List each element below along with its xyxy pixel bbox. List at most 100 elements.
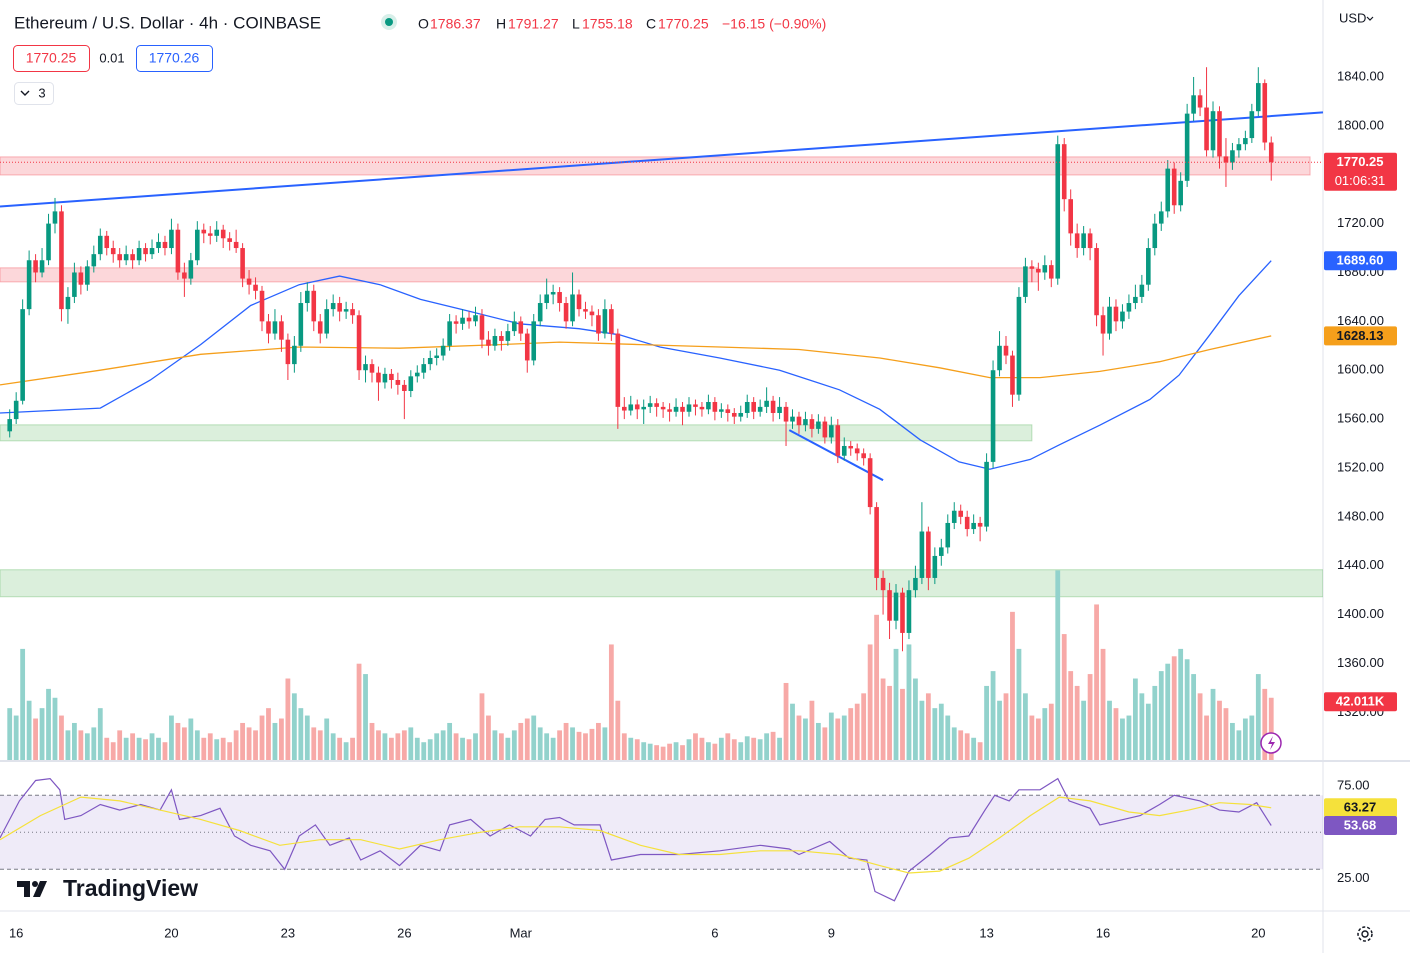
candle-body <box>421 364 427 373</box>
ohlc-letter: O <box>418 16 429 32</box>
volume-bar <box>925 693 931 760</box>
volume-bar <box>822 727 828 760</box>
candle-body <box>537 303 543 322</box>
zone <box>0 156 1311 176</box>
volume-bar <box>951 727 957 760</box>
volume-bar <box>1042 708 1048 760</box>
volume-bar <box>1120 718 1125 760</box>
settings-icon[interactable] <box>1357 926 1373 942</box>
candle-body <box>266 321 271 334</box>
volume-bar <box>751 737 757 760</box>
candle-body <box>91 254 97 267</box>
candle-body <box>473 315 478 322</box>
candle-body <box>59 211 64 310</box>
candle-body <box>1126 303 1132 312</box>
candle-body <box>919 531 925 578</box>
volume-bar <box>1023 693 1028 760</box>
volume-bar <box>169 715 174 760</box>
currency[interactable]: USD <box>1339 10 1366 25</box>
volume-bar <box>39 708 45 760</box>
candle-body <box>1107 306 1112 334</box>
indicators-toggle[interactable] <box>14 82 54 105</box>
ohlc-close: 1770.25 <box>658 16 709 32</box>
volume-bar <box>13 715 19 760</box>
volume-bar <box>7 708 13 760</box>
volume-bar <box>984 685 989 760</box>
candle-body <box>589 311 595 316</box>
settings-icon-core <box>1361 930 1369 938</box>
symbol-title[interactable]: Ethereum / U.S. Dollar · 4h · COINBASE <box>14 13 321 32</box>
candle-body <box>531 321 537 361</box>
volume-bar <box>1268 697 1274 760</box>
volume-bar <box>919 700 925 760</box>
candle-body <box>1074 233 1080 249</box>
candle-body <box>1061 144 1067 200</box>
x-tick-label: Mar <box>510 925 533 940</box>
volume-bar <box>977 742 983 760</box>
volume-bar <box>913 678 918 760</box>
candle-body <box>829 425 834 438</box>
candle-body <box>1197 95 1203 108</box>
volume-bar <box>880 678 886 760</box>
candle-body <box>628 404 634 411</box>
x-tick-label: 6 <box>711 925 718 940</box>
volume-bar <box>686 739 692 760</box>
volume-bar <box>311 727 317 760</box>
candle-body <box>272 321 278 334</box>
volume-bar <box>809 700 815 760</box>
candle-body <box>182 272 187 279</box>
volume-bar <box>220 737 226 760</box>
candle-body <box>7 419 13 432</box>
volume-bar <box>33 718 38 760</box>
candle-body <box>544 294 549 304</box>
candle-body <box>486 339 491 346</box>
volume-bar <box>343 742 349 760</box>
volume-bar <box>861 693 867 760</box>
candle-body <box>660 406 666 410</box>
candle-body <box>932 555 938 578</box>
candle-body <box>343 309 349 312</box>
candle-body <box>337 303 342 312</box>
candle-body <box>744 401 750 413</box>
volume-bar <box>136 737 142 760</box>
candle-body <box>246 278 252 285</box>
candle-body <box>233 241 239 249</box>
volume-bar <box>162 742 168 760</box>
candle-body <box>634 404 640 410</box>
volume-bar <box>770 731 776 760</box>
volume-bar <box>790 703 795 760</box>
sell-button[interactable] <box>13 45 90 72</box>
candle-body <box>408 376 414 391</box>
candle-body <box>939 547 944 556</box>
volume-bar <box>550 737 556 760</box>
candle-body <box>751 401 756 412</box>
ask-price: 1770.26 <box>149 50 200 66</box>
volume-bar <box>453 733 459 760</box>
volume-bar <box>945 715 951 760</box>
candle-body <box>867 458 873 508</box>
candle-body <box>188 260 194 279</box>
volume-bar <box>479 693 485 760</box>
volume-bar <box>285 678 291 760</box>
volume-label-box <box>1324 692 1397 712</box>
candle-body <box>1003 345 1009 356</box>
bid-price: 1770.25 <box>26 50 77 66</box>
candle-body <box>731 412 737 417</box>
candle-body <box>492 336 498 346</box>
volume-bar <box>1210 688 1216 760</box>
candle-body <box>1139 284 1145 297</box>
candle-body <box>201 229 207 234</box>
buy-button[interactable] <box>136 45 213 72</box>
candle-body <box>207 233 213 236</box>
y-tick-label: 1720.00 <box>1337 215 1384 230</box>
candle-body <box>964 516 970 530</box>
candle-body <box>402 384 407 391</box>
volume-bar <box>427 739 433 760</box>
candle-body <box>46 223 51 261</box>
candle-body <box>654 403 659 407</box>
volume-bar <box>104 737 110 760</box>
volume-bar <box>382 733 388 760</box>
volume-bar <box>227 742 233 760</box>
candle-body <box>971 522 976 530</box>
